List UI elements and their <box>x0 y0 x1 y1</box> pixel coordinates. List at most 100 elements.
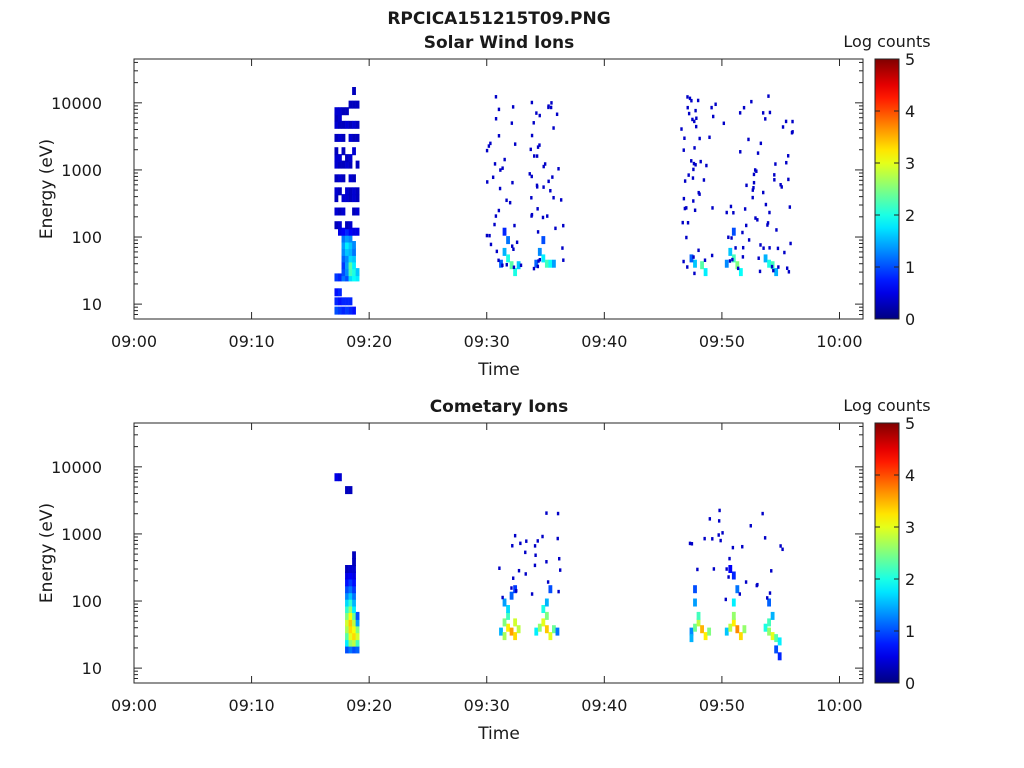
heatmap-cell <box>698 136 701 141</box>
heatmap-cell <box>757 256 760 260</box>
heatmap-cell <box>341 247 346 256</box>
heatmap-cell <box>509 591 514 600</box>
heatmap-cell <box>348 598 353 607</box>
heatmap-cell <box>552 195 555 200</box>
heatmap-cell <box>536 145 540 149</box>
heatmap-cell <box>334 207 339 216</box>
heatmap-cell <box>348 100 353 109</box>
heatmap-cell <box>791 119 794 124</box>
heatmap-cell <box>501 263 504 268</box>
heatmap-cell <box>338 221 342 230</box>
heatmap-cell <box>497 208 501 213</box>
heatmap-cell <box>693 585 697 594</box>
heatmap-cell <box>334 113 339 122</box>
heatmap-cell <box>493 222 496 227</box>
heatmap-cell <box>348 194 353 203</box>
heatmap-cell <box>687 173 690 177</box>
heatmap-cell <box>348 120 353 129</box>
heatmap-cell <box>787 270 791 274</box>
heatmap-cell <box>348 187 353 196</box>
heatmap-cell <box>727 575 730 579</box>
heatmap-cell <box>542 185 545 189</box>
heatmap-cell <box>710 253 714 258</box>
heatmap-cell <box>355 273 360 282</box>
heatmap-cell <box>345 254 349 263</box>
heatmap-cell <box>756 218 759 222</box>
heatmap-cell <box>752 180 756 185</box>
heatmap-cell <box>700 261 704 270</box>
heatmap-cell <box>513 142 517 146</box>
heatmap-cell <box>743 207 747 211</box>
heatmap-cell <box>759 141 763 146</box>
heatmap-cell <box>693 208 697 213</box>
heatmap-cell <box>352 100 356 109</box>
heatmap-cell <box>703 632 708 641</box>
heatmap-cell <box>511 105 515 109</box>
heatmap-cell <box>513 223 516 228</box>
heatmap-cell <box>685 235 688 240</box>
heatmap-cell <box>730 236 733 240</box>
heatmap-cell <box>352 625 356 634</box>
heatmap-cell <box>731 227 736 236</box>
heatmap-cell <box>485 233 489 238</box>
heatmap-cell <box>334 187 339 196</box>
heatmap-cell <box>693 271 696 276</box>
y-tick-label: 10 <box>82 659 102 678</box>
heatmap-cell <box>738 268 743 277</box>
heatmap-cell <box>515 240 519 245</box>
heatmap-cell <box>693 259 697 268</box>
heatmap-cell <box>499 627 503 636</box>
heatmap-cell <box>750 99 753 104</box>
heatmap-cell <box>345 297 349 306</box>
heatmap-cell <box>551 259 556 268</box>
heatmap-cell <box>763 536 767 540</box>
heatmap-cell <box>731 611 736 620</box>
heatmap-cell <box>334 154 339 163</box>
heatmap-cell <box>780 185 783 189</box>
heatmap-cell <box>710 105 713 110</box>
heatmap-cell <box>784 119 788 124</box>
colorbar-tick-label: 0 <box>905 674 915 693</box>
heatmap-cell <box>348 591 353 600</box>
heatmap-cell <box>686 221 690 225</box>
heatmap-cell <box>774 268 779 277</box>
heatmap-cell <box>352 618 356 627</box>
heatmap-cell <box>352 645 356 654</box>
heatmap-cell <box>338 107 342 116</box>
heatmap-cell <box>548 585 553 594</box>
heatmap-cell <box>767 618 771 627</box>
heatmap-cell <box>338 133 342 142</box>
heatmap-cell <box>513 533 517 538</box>
heatmap-cell <box>348 632 353 641</box>
heatmap-cell <box>533 154 536 158</box>
heatmap-cell <box>688 541 692 546</box>
heatmap-cell <box>338 113 342 122</box>
panel-title: Cometary Ions <box>430 397 569 417</box>
heatmap-cell <box>554 226 557 231</box>
heatmap-cell <box>338 473 342 482</box>
heatmap-cell <box>508 200 512 205</box>
heatmap-cell <box>711 206 714 210</box>
heatmap-cell <box>556 536 559 541</box>
heatmap-cell <box>348 571 353 580</box>
heatmap-cell <box>334 147 339 156</box>
heatmap-cell <box>534 259 539 268</box>
heatmap-cell <box>535 154 539 158</box>
heatmap-cell <box>712 114 715 119</box>
y-tick-label: 100 <box>71 592 102 611</box>
heatmap-cell <box>747 238 751 242</box>
heatmap-cell <box>724 597 727 602</box>
heatmap-cell <box>789 241 792 246</box>
heatmap-cell <box>685 206 688 210</box>
heatmap-cell <box>558 568 562 572</box>
heatmap-cell <box>352 133 356 142</box>
heatmap-cell <box>686 265 689 269</box>
heatmap-cell <box>703 258 707 262</box>
heatmap-cell <box>729 204 733 209</box>
heatmap-cell <box>551 625 556 634</box>
heatmap-cell <box>506 254 510 263</box>
heatmap-cell <box>680 127 683 131</box>
heatmap-cell <box>788 205 792 209</box>
heatmap-cell <box>511 543 514 548</box>
figure-title: RPCICA151215T09.PNG <box>387 9 610 29</box>
